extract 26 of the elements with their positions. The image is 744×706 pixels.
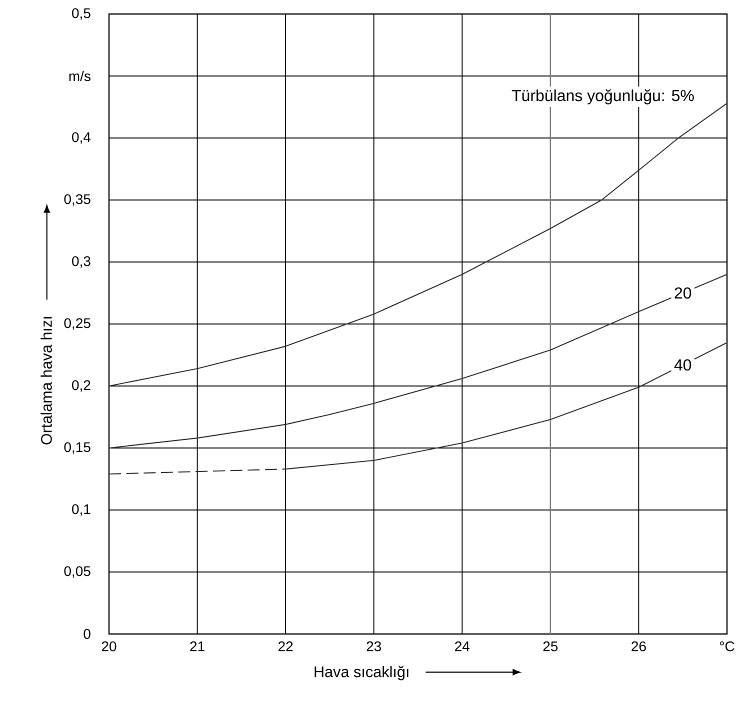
- x-tick-label: 23: [366, 641, 382, 652]
- series-label: Türbülans yoğunluğu: 5%: [512, 89, 694, 104]
- y-tick-label: 0,25: [64, 318, 90, 330]
- x-tick-label: 20: [102, 641, 116, 652]
- x-tick-label: 22: [278, 641, 293, 652]
- series-label: 20: [674, 287, 692, 299]
- x-tick-label: °C: [720, 641, 734, 652]
- x-tick-label: 21: [190, 641, 204, 652]
- x-tick-label: 26: [632, 641, 646, 652]
- line-series: [108, 102, 728, 387]
- y-axis-title: Ortalama hava hızı: [40, 317, 52, 444]
- y-tick-label: 0,3: [72, 256, 90, 268]
- x-tick-label: 24: [455, 641, 470, 652]
- y-tick-label: 0,15: [64, 442, 90, 454]
- y-tick-label: 0,4: [72, 132, 91, 144]
- y-tick-label: 0,5: [72, 8, 90, 20]
- y-tick-label: m/s: [69, 70, 90, 82]
- x-axis-title: Hava sıcaklığı: [314, 666, 408, 680]
- y-tick-label: 0,2: [72, 380, 90, 392]
- x-tick-label: 25: [543, 641, 558, 652]
- line-series: [108, 274, 728, 449]
- y-tick-label: 0,05: [64, 566, 90, 578]
- y-tick-label: 0,1: [72, 504, 90, 516]
- y-tick-label: 0: [84, 629, 90, 639]
- y-tick-label: 0,35: [64, 194, 90, 206]
- series-label: 40: [674, 359, 692, 371]
